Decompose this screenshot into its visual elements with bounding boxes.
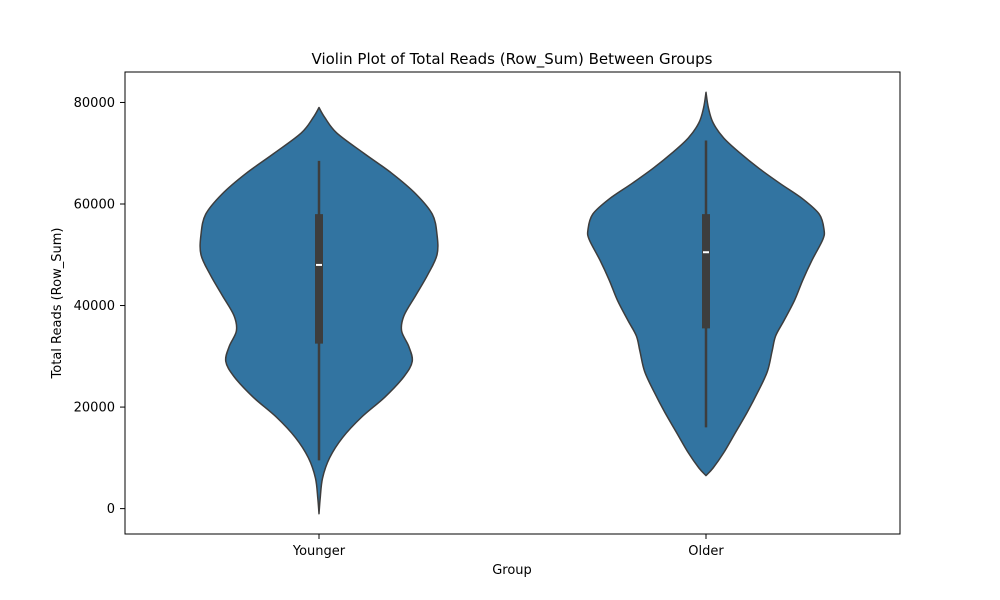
y-tick-label-40000: 40000: [74, 299, 115, 314]
y-tick-label-0: 0: [107, 502, 115, 517]
plot-frame: [124, 71, 901, 535]
y-tick-label-60000: 60000: [74, 198, 115, 213]
plot-area: [199, 91, 826, 515]
chart-title: Violin Plot of Total Reads (Row_Sum) Bet…: [312, 50, 713, 69]
violin-older: [586, 91, 826, 477]
violin-younger: [199, 106, 439, 515]
axes: Younger Older 0 20000 40000 60000 80000: [74, 96, 725, 559]
y-tick-label-80000: 80000: [74, 96, 115, 111]
x-axis-label: Group: [492, 563, 532, 578]
x-tick-label-younger: Younger: [292, 544, 346, 559]
y-tick-label-20000: 20000: [74, 401, 115, 416]
y-axis-label: Total Reads (Row_Sum): [50, 228, 65, 380]
x-tick-label-older: Older: [688, 544, 724, 559]
